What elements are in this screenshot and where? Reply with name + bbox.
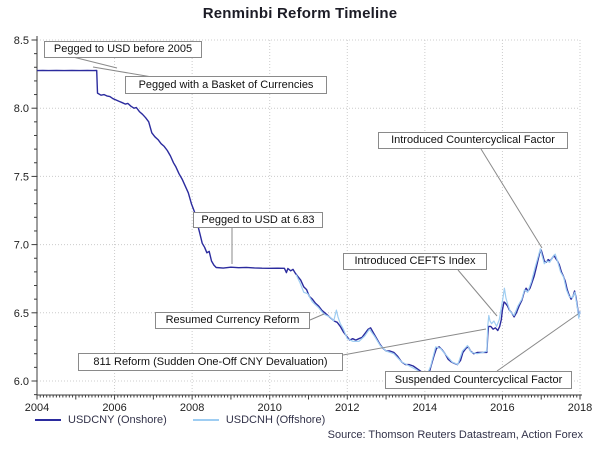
legend-label-usdcny: USDCNY (Onshore) — [68, 414, 167, 426]
x-tick-label: 2008 — [180, 402, 204, 414]
y-tick-label: 8.0 — [14, 103, 29, 115]
chart-legend: USDCNY (Onshore) USDCNH (Offshore) — [35, 414, 351, 426]
annotation-leader — [457, 269, 498, 317]
annotation-box: Introduced CEFTS Index — [343, 253, 487, 270]
y-tick-label: 7.5 — [14, 171, 29, 183]
page-title: Renminbi Reform Timeline — [202, 5, 398, 22]
annotation-leader — [480, 148, 543, 249]
usdcnh-line-swatch — [192, 419, 219, 421]
x-tick-label: 2016 — [490, 402, 514, 414]
usdcnh-line — [295, 248, 581, 377]
legend-item-usdcny: USDCNY (Onshore) — [35, 414, 167, 426]
legend-item-usdcnh: USDCNH (Offshore) — [192, 414, 326, 426]
y-tick-label: 7.0 — [14, 240, 29, 252]
annotation-box: Introduced Countercyclical Factor — [378, 132, 568, 149]
annotation-leader — [496, 313, 579, 372]
annotation-box: Pegged with a Basket of Currencies — [125, 76, 327, 94]
x-tick-label: 2014 — [413, 402, 437, 414]
annotation-box: Resumed Currency Reform — [155, 312, 310, 329]
x-tick-label: 2012 — [335, 402, 359, 414]
y-tick-label: 6.0 — [14, 376, 29, 388]
annotation-box: Pegged to USD before 2005 — [44, 41, 202, 58]
annotation-leader — [342, 328, 487, 356]
usdcny-line — [36, 69, 581, 377]
annotation-leader — [309, 313, 325, 321]
legend-label-usdcnh: USDCNH (Offshore) — [225, 414, 326, 426]
annotation-box: Pegged to USD at 6.83 — [193, 212, 323, 228]
annotation-box: Suspended Countercyclical Factor — [385, 371, 572, 389]
annotation-leader — [92, 66, 153, 78]
annotation-leader — [72, 56, 118, 69]
usdcny-line-swatch — [35, 419, 61, 421]
source-note: Source: Thomson Reuters Datastream, Acti… — [327, 429, 583, 441]
y-tick-label: 6.5 — [14, 308, 29, 320]
annotation-box: 811 Reform (Sudden One-Off CNY Devaluati… — [78, 353, 343, 371]
y-tick-label: 8.5 — [14, 35, 29, 47]
x-tick-label: 2006 — [102, 402, 126, 414]
x-tick-label: 2018 — [568, 402, 592, 414]
x-tick-label: 2004 — [25, 402, 49, 414]
x-tick-label: 2010 — [257, 402, 281, 414]
